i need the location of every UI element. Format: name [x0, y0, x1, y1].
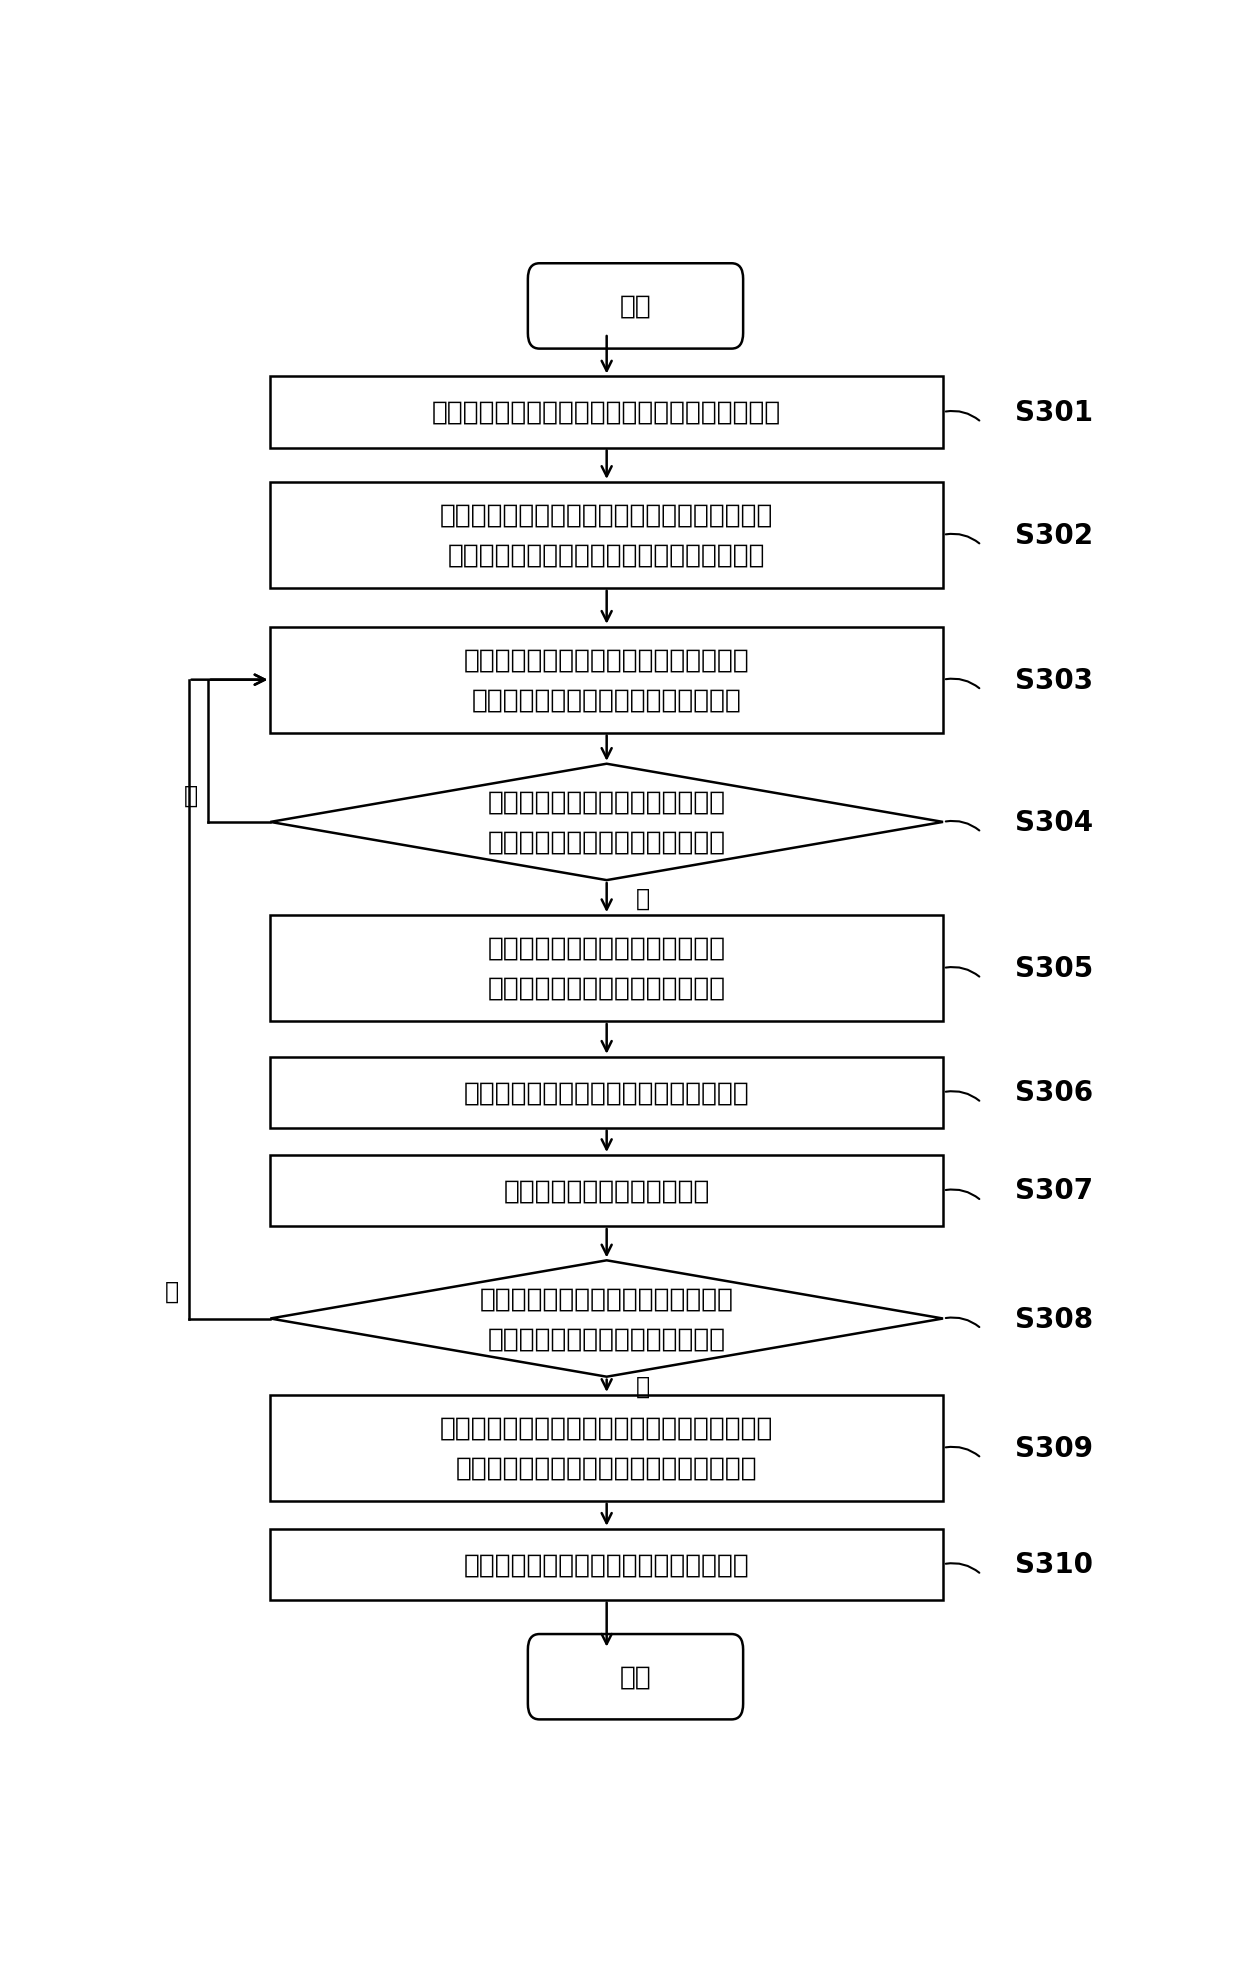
Text: S304: S304 — [1016, 809, 1094, 837]
Text: 依据目标刀具的加工参数，通过参
数补偿模型计算预补偿的加工参数: 依据目标刀具的加工参数，通过参 数补偿模型计算预补偿的加工参数 — [487, 935, 725, 1002]
Text: S306: S306 — [1016, 1078, 1094, 1106]
Text: S309: S309 — [1016, 1434, 1094, 1461]
Bar — [270, 377, 942, 448]
Text: 将预补偿的加工参数发送至刀具加工装置: 将预补偿的加工参数发送至刀具加工装置 — [464, 1080, 749, 1106]
Text: S302: S302 — [1016, 522, 1094, 550]
Text: 依据目标刀具的加工参数，通过参数补偿
模型预测刀具加工装置中砂轮的磨耗量: 依据目标刀具的加工参数，通过参数补偿 模型预测刀具加工装置中砂轮的磨耗量 — [464, 648, 749, 713]
FancyBboxPatch shape — [528, 1634, 743, 1720]
Bar — [270, 627, 942, 733]
Text: 结束: 结束 — [620, 1664, 651, 1689]
Text: 是: 是 — [635, 886, 650, 909]
Text: 使用所述历史参数补偿数据分析加工参数与砂轮
依时间之磨耗量的关联性，建立参数补偿模型: 使用所述历史参数补偿数据分析加工参数与砂轮 依时间之磨耗量的关联性，建立参数补偿… — [440, 503, 774, 568]
Bar — [270, 483, 942, 589]
Bar — [270, 1155, 942, 1226]
Text: S301: S301 — [1016, 399, 1094, 426]
Text: S305: S305 — [1016, 955, 1094, 982]
Text: S308: S308 — [1016, 1304, 1094, 1334]
Text: S310: S310 — [1016, 1550, 1094, 1579]
Text: 依据刀具的尺寸测量值，判断是否需
要对目标刀具的加工参数进行补偿: 依据刀具的尺寸测量值，判断是否需 要对目标刀具的加工参数进行补偿 — [480, 1286, 734, 1351]
Text: 依据目标刀具的加工参数和刀具的尺寸测量值，
通过参数补偿模型计算超差补偿的加工参数: 依据目标刀具的加工参数和刀具的尺寸测量值， 通过参数补偿模型计算超差补偿的加工参… — [440, 1416, 774, 1481]
Polygon shape — [270, 764, 942, 880]
Bar — [270, 1057, 942, 1127]
Bar — [270, 1394, 942, 1500]
Text: 将需补偿的加工参数发送至刀具加工装置: 将需补偿的加工参数发送至刀具加工装置 — [464, 1552, 749, 1577]
Text: S303: S303 — [1016, 666, 1094, 695]
Text: 依据砂轮的磨耗量，判断是否需要
对目标刀具的加工参数进行预补偿: 依据砂轮的磨耗量，判断是否需要 对目标刀具的加工参数进行预补偿 — [487, 790, 725, 856]
Text: 否: 否 — [165, 1279, 179, 1304]
Text: 接收加工后刀具的尺寸检测值: 接收加工后刀具的尺寸检测值 — [503, 1178, 709, 1204]
Polygon shape — [270, 1261, 942, 1377]
Bar — [270, 1528, 942, 1601]
Text: 开始: 开始 — [620, 295, 651, 320]
Text: 收集现有的刀具在量产过程中的历史参数补偿数据: 收集现有的刀具在量产过程中的历史参数补偿数据 — [432, 401, 781, 426]
FancyBboxPatch shape — [528, 263, 743, 350]
Bar — [270, 915, 942, 1021]
Text: 否: 否 — [184, 784, 198, 807]
Text: S307: S307 — [1016, 1176, 1094, 1204]
Text: 是: 是 — [635, 1375, 650, 1398]
